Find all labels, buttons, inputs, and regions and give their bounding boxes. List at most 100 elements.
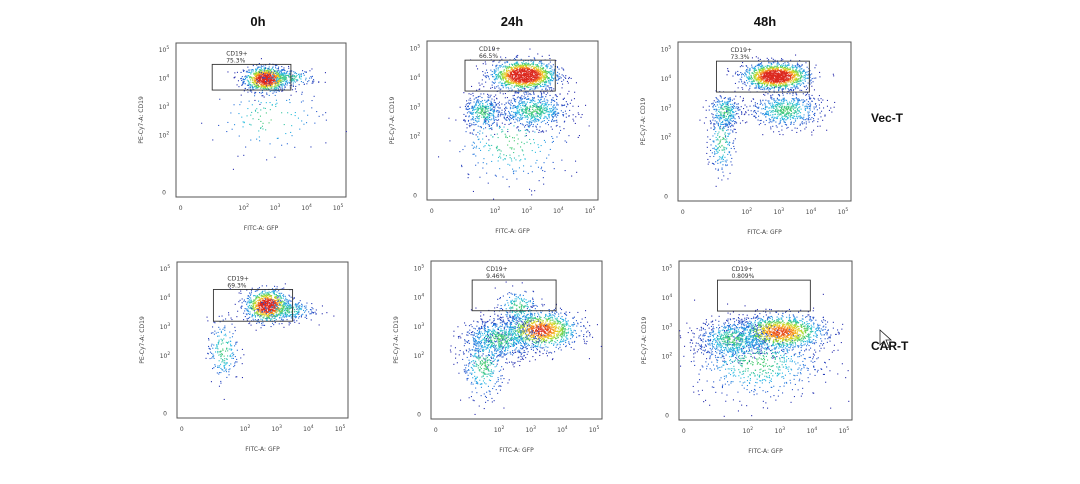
event-dot bbox=[248, 84, 250, 86]
event-dot bbox=[547, 100, 549, 102]
event-dot bbox=[273, 73, 275, 75]
event-dot bbox=[490, 102, 492, 104]
event-dot bbox=[256, 108, 258, 110]
event-dot bbox=[547, 77, 549, 79]
event-dot bbox=[546, 121, 548, 123]
event-dot bbox=[531, 113, 533, 115]
event-dot bbox=[507, 83, 509, 85]
event-dot bbox=[765, 76, 767, 78]
event-dot bbox=[786, 85, 788, 87]
event-dot bbox=[267, 81, 269, 83]
event-dot bbox=[527, 87, 529, 89]
event-dot bbox=[768, 76, 770, 78]
event-dot bbox=[279, 79, 281, 81]
event-dot bbox=[257, 87, 259, 89]
event-dot bbox=[518, 84, 520, 86]
event-dot bbox=[303, 123, 305, 125]
event-dot bbox=[529, 64, 531, 66]
event-dot bbox=[502, 74, 504, 76]
event-dot bbox=[505, 71, 507, 73]
y-tick-label: 0 bbox=[162, 190, 166, 197]
event-dot bbox=[476, 116, 478, 118]
event-dot bbox=[541, 93, 543, 95]
x-tick-label: 105 bbox=[585, 206, 596, 215]
event-dot bbox=[529, 65, 531, 67]
event-dot bbox=[520, 99, 522, 101]
event-dot bbox=[505, 80, 507, 82]
event-dot bbox=[519, 70, 521, 72]
event-dot bbox=[779, 69, 781, 71]
event-dot bbox=[502, 72, 504, 74]
event-dot bbox=[516, 62, 518, 64]
event-dot bbox=[518, 112, 520, 114]
event-dot bbox=[551, 74, 553, 76]
event-dot bbox=[314, 122, 316, 124]
event-dot bbox=[511, 71, 513, 73]
event-dot bbox=[528, 77, 530, 79]
event-dot bbox=[245, 71, 247, 73]
event-dot bbox=[493, 110, 495, 112]
event-dot bbox=[282, 78, 284, 80]
event-dot bbox=[518, 89, 520, 91]
event-dot bbox=[255, 72, 257, 74]
event-dot bbox=[266, 83, 268, 85]
event-dot bbox=[759, 58, 761, 60]
event-dot bbox=[784, 67, 786, 69]
event-dot bbox=[519, 66, 521, 68]
event-dot bbox=[508, 123, 510, 125]
event-dot bbox=[796, 73, 798, 75]
event-dot bbox=[746, 70, 748, 72]
event-dot bbox=[481, 113, 483, 115]
event-dot bbox=[530, 84, 532, 86]
event-dot bbox=[524, 75, 526, 77]
event-dot bbox=[259, 140, 261, 142]
event-dot bbox=[278, 69, 280, 71]
event-dot bbox=[540, 68, 542, 70]
event-dot bbox=[796, 84, 798, 86]
event-dot bbox=[499, 115, 501, 117]
event-dot bbox=[524, 135, 526, 137]
event-dot bbox=[267, 78, 269, 80]
event-dot bbox=[543, 91, 545, 93]
row-label-car-t: CAR-T bbox=[871, 339, 909, 353]
event-dot bbox=[549, 67, 551, 69]
event-dot bbox=[522, 124, 524, 126]
event-dot bbox=[563, 121, 565, 123]
event-dot bbox=[525, 70, 527, 72]
event-dot bbox=[254, 99, 256, 101]
event-dot bbox=[749, 78, 751, 80]
event-dot bbox=[741, 81, 743, 83]
event-dot bbox=[474, 104, 476, 106]
event-dot bbox=[526, 80, 528, 82]
event-dot bbox=[523, 66, 525, 68]
event-dot bbox=[508, 118, 510, 120]
event-dot bbox=[541, 103, 543, 105]
event-dot bbox=[495, 103, 497, 105]
y-axis-label: PE-Cy7-A: CD19 bbox=[138, 96, 145, 144]
event-dot bbox=[291, 75, 293, 77]
event-dot bbox=[775, 75, 777, 77]
event-dot bbox=[504, 93, 506, 95]
event-dot bbox=[754, 87, 756, 89]
event-dot bbox=[493, 101, 495, 103]
event-dot bbox=[475, 134, 477, 136]
event-dot bbox=[493, 198, 495, 200]
event-dot bbox=[512, 76, 514, 78]
event-dot bbox=[477, 136, 479, 138]
event-dot bbox=[542, 75, 544, 77]
event-dot bbox=[521, 62, 523, 64]
event-dot bbox=[476, 114, 478, 116]
event-dot bbox=[238, 86, 240, 88]
event-dot bbox=[549, 80, 551, 82]
event-dot bbox=[513, 98, 515, 100]
event-dot bbox=[539, 91, 541, 93]
event-dot bbox=[258, 73, 260, 75]
event-dot bbox=[267, 73, 269, 75]
event-dot bbox=[532, 75, 534, 77]
event-dot bbox=[479, 176, 481, 178]
event-dot bbox=[741, 74, 743, 76]
event-dot bbox=[262, 76, 264, 78]
event-dot bbox=[812, 81, 814, 83]
event-dot bbox=[478, 112, 480, 114]
event-dot bbox=[463, 92, 465, 94]
